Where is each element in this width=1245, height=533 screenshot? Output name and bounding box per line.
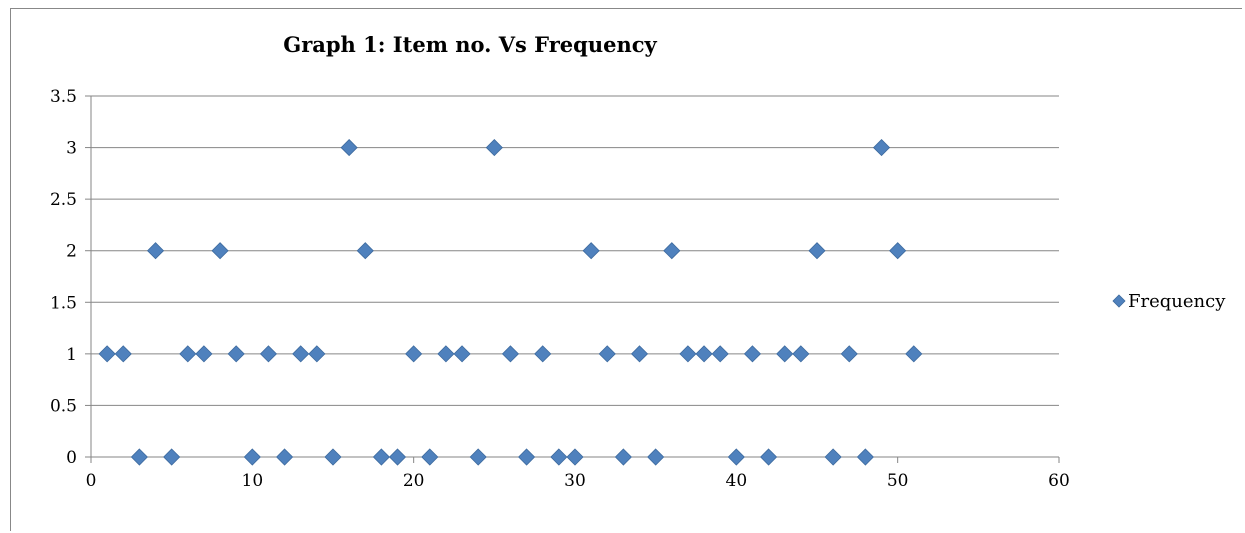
chart-title: Graph 1: Item no. Vs Frequency: [283, 32, 657, 57]
data-point-item-42: [760, 448, 778, 466]
y-tick-label: 0.5: [50, 396, 77, 416]
data-point-item-29: [550, 448, 568, 466]
chart-frame: [10, 8, 1242, 531]
y-tick-label: 1: [66, 345, 77, 365]
x-tick-label: 30: [564, 471, 586, 491]
y-tick-label: 3.5: [50, 87, 77, 107]
data-point-item-16: [340, 139, 358, 157]
legend: Frequency: [1112, 291, 1226, 312]
data-point-item-38: [695, 345, 713, 363]
x-tick-label: 60: [1048, 471, 1070, 491]
y-tick-label: 2: [66, 242, 77, 262]
data-point-item-10: [243, 448, 261, 466]
data-point-item-31: [582, 242, 600, 260]
data-point-item-47: [840, 345, 858, 363]
data-point-item-44: [792, 345, 810, 363]
y-axis-tick-labels: 0 0.5 1 1.5 2 2.5 3 3.5: [50, 87, 77, 468]
data-point-item-14: [308, 345, 326, 363]
data-point-item-1: [98, 345, 116, 363]
data-point-item-48: [856, 448, 874, 466]
data-point-item-49: [872, 139, 891, 157]
data-point-item-40: [727, 448, 745, 466]
data-point-item-4: [146, 242, 165, 260]
legend-marker: [1112, 294, 1126, 308]
data-point-item-24: [469, 448, 487, 466]
data-point-item-39: [711, 345, 729, 363]
legend-label: Frequency: [1128, 291, 1226, 312]
data-point-item-20: [405, 345, 423, 363]
y-tick-label: 0: [66, 448, 77, 468]
data-point-item-21: [421, 448, 439, 466]
x-tick-label: 10: [242, 471, 264, 491]
data-points: [98, 139, 923, 466]
data-point-item-2: [114, 345, 132, 363]
data-point-item-50: [889, 242, 907, 260]
x-tick-label: 20: [403, 471, 425, 491]
data-point-item-18: [372, 448, 390, 466]
data-point-item-23: [453, 345, 471, 363]
data-point-item-30: [566, 448, 584, 466]
data-point-item-51: [905, 345, 923, 363]
data-point-item-17: [356, 242, 374, 260]
x-tick-label: 50: [887, 471, 909, 491]
data-point-item-11: [259, 345, 278, 363]
data-point-item-35: [647, 448, 665, 466]
data-point-item-28: [534, 345, 552, 363]
data-point-item-26: [501, 345, 520, 363]
data-point-item-37: [679, 345, 697, 363]
y-tick-label: 1.5: [50, 293, 77, 313]
data-point-item-6: [179, 345, 197, 363]
x-tick-label: 0: [86, 471, 97, 491]
data-point-item-36: [663, 242, 681, 260]
y-tick-label: 3: [66, 139, 77, 159]
data-point-item-5: [163, 448, 181, 466]
data-point-item-3: [130, 448, 148, 466]
data-point-item-13: [292, 345, 310, 363]
data-point-item-41: [743, 345, 762, 363]
data-point-item-15: [324, 448, 342, 466]
data-point-item-43: [776, 345, 794, 363]
data-point-item-22: [437, 345, 455, 363]
data-point-item-46: [824, 448, 842, 466]
axes: [85, 95, 1060, 463]
data-point-item-32: [598, 345, 616, 363]
data-point-item-34: [630, 345, 649, 363]
x-axis-tick-labels: 0 10 20 30 40 50 60: [86, 471, 1070, 491]
x-tick-label: 40: [726, 471, 748, 491]
data-point-item-7: [195, 345, 213, 363]
data-point-item-27: [518, 448, 536, 466]
data-point-item-25: [485, 139, 503, 157]
data-point-item-9: [227, 345, 245, 363]
data-point-item-45: [808, 242, 826, 260]
data-point-item-12: [276, 448, 294, 466]
data-point-item-19: [388, 448, 407, 466]
y-tick-label: 2.5: [50, 190, 77, 210]
data-point-item-33: [614, 448, 632, 466]
data-point-item-8: [211, 242, 229, 260]
